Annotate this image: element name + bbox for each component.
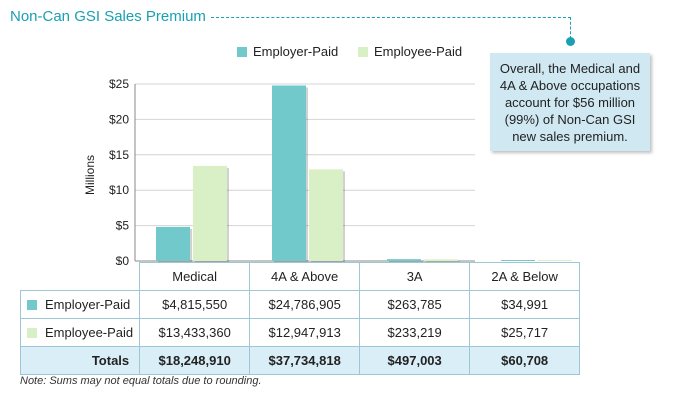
row-swatch-employer (27, 300, 37, 310)
total-cell: $497,003 (359, 346, 471, 375)
bar-employee (193, 165, 227, 261)
table-cell: $25,717 (469, 318, 581, 347)
table-header-cell: Medical (139, 262, 251, 291)
chart-bars (156, 85, 574, 263)
callout-text: Overall, the Medical and 4A & Above occu… (499, 60, 641, 144)
table-cell: $4,815,550 (139, 290, 251, 319)
table-cell: $24,786,905 (249, 290, 361, 319)
y-tick-label: $5 (116, 219, 130, 233)
bar-employer (501, 260, 535, 261)
table-cell: $263,785 (359, 290, 471, 319)
legend-label-employee: Employee-Paid (374, 44, 463, 59)
row-swatch-employee (27, 328, 37, 338)
legend-item-employee: Employee-Paid (358, 44, 462, 59)
y-axis-ticks: $0 $5 $10 $15 $20 $25 (109, 77, 129, 265)
table-row-employee: Employee-Paid $13,433,360 $12,947,913 $2… (19, 318, 581, 347)
y-tick-label: $15 (109, 148, 129, 162)
row-label-employer: Employer-Paid (19, 290, 141, 319)
total-cell: $18,248,910 (139, 346, 251, 375)
y-tick-label: $25 (109, 77, 129, 91)
footnote: Note: Sums may not equal totals due to r… (20, 375, 262, 387)
y-axis-label: Millions (83, 155, 97, 195)
table-cell: $12,947,913 (249, 318, 361, 347)
table-corner (21, 263, 140, 291)
callout-box: Overall, the Medical and 4A & Above occu… (490, 53, 650, 151)
bar-employee (538, 260, 572, 261)
table-header-row: Medical 4A & Above 3A 2A & Below (21, 262, 581, 291)
bar-employer (387, 259, 421, 261)
table-header-cell: 4A & Above (249, 262, 361, 291)
totals-label: Totals (19, 346, 141, 375)
title-leader-line (211, 17, 571, 18)
row-label-text: Employee-Paid (45, 325, 134, 340)
bar-employer (156, 226, 190, 261)
table-cell: $233,219 (359, 318, 471, 347)
bar-chart: $0 $5 $10 $15 $20 $25 Millions (83, 77, 574, 265)
row-label-employee: Employee-Paid (19, 318, 141, 347)
table-row-totals: Totals $18,248,910 $37,734,818 $497,003 … (19, 346, 581, 375)
total-cell: $37,734,818 (249, 346, 361, 375)
callout-leader-line (570, 17, 571, 39)
table-header-cell: 3A (359, 262, 471, 291)
legend-swatch-employer (237, 46, 247, 57)
data-table: Medical 4A & Above 3A 2A & Below Employe… (19, 262, 581, 375)
bar-employer (272, 85, 306, 261)
row-label-text: Employer-Paid (45, 297, 131, 312)
chart-title: Non-Can GSI Sales Premium (10, 8, 206, 25)
y-tick-label: $20 (109, 112, 129, 126)
y-tick-label: $10 (109, 183, 129, 197)
legend-label-employer: Employer-Paid (253, 44, 339, 59)
legend-item-employer: Employer-Paid (237, 44, 338, 59)
table-row-employer: Employer-Paid $4,815,550 $24,786,905 $26… (19, 290, 581, 319)
bar-employee (309, 169, 343, 261)
total-cell: $60,708 (469, 346, 581, 375)
callout-leader-dot (566, 37, 575, 46)
bar-employee (424, 259, 458, 261)
table-cell: $13,433,360 (139, 318, 251, 347)
legend-swatch-employee (358, 46, 368, 57)
y-tick-label: $0 (116, 254, 130, 265)
table-cell: $34,991 (469, 290, 581, 319)
table-header-cell: 2A & Below (469, 262, 581, 291)
